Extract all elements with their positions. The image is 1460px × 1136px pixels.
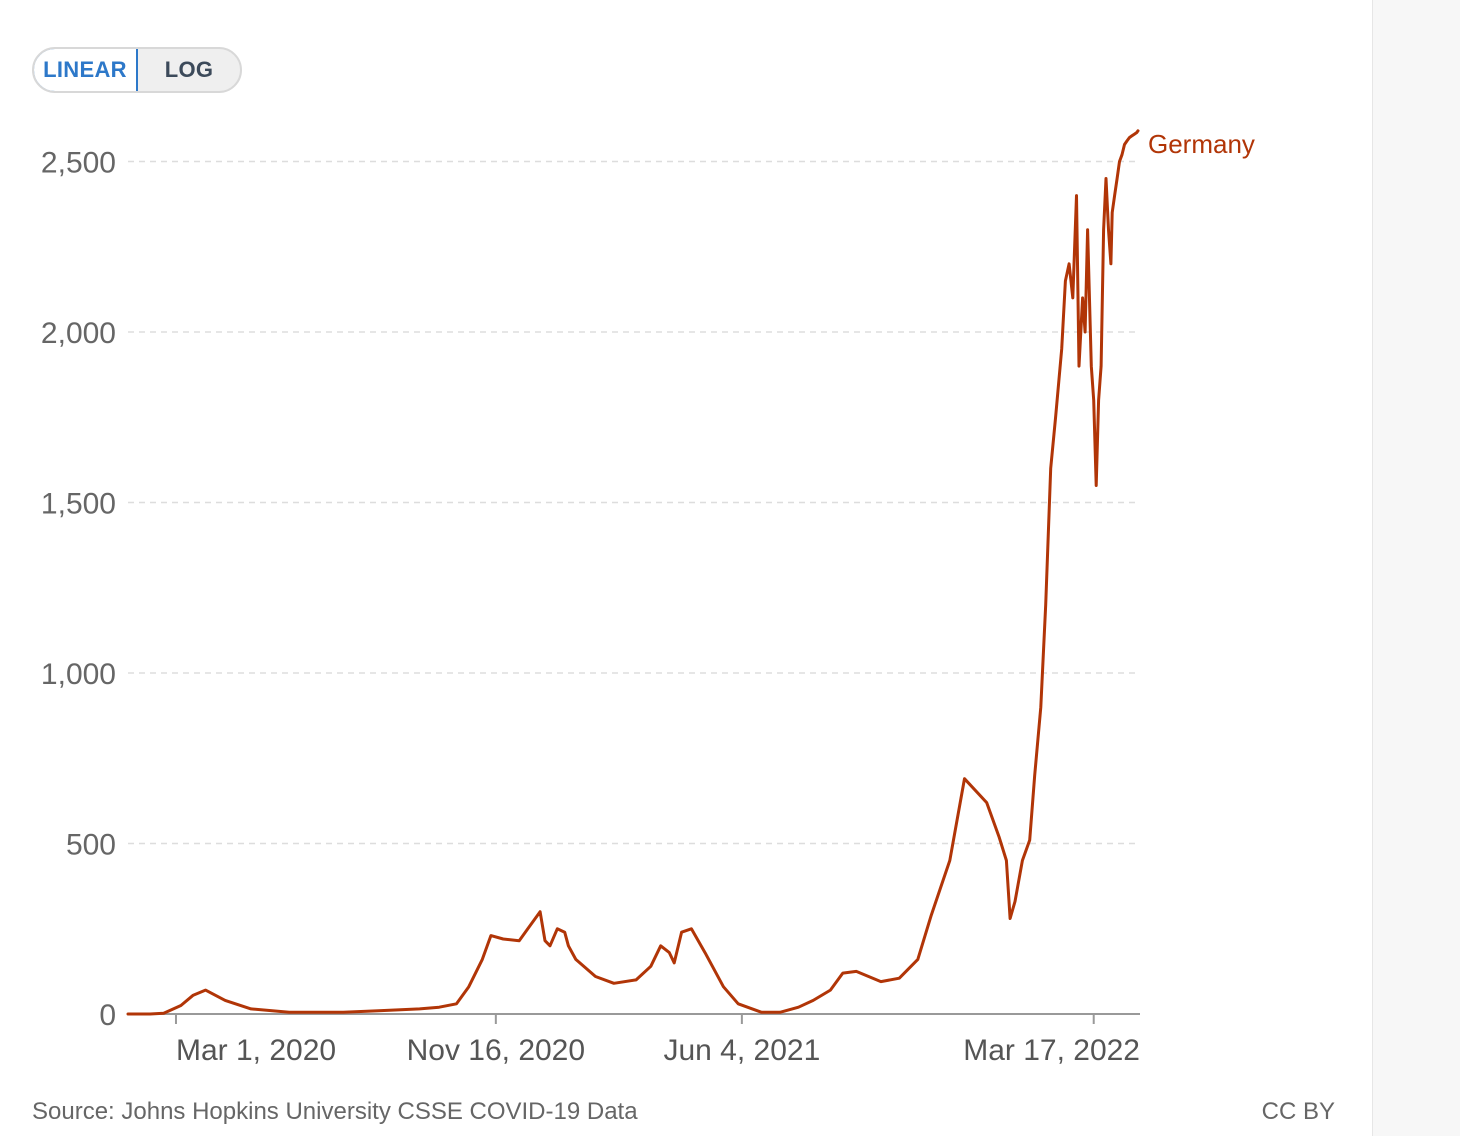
log-scale-button[interactable]: LOG — [164, 57, 214, 82]
y-tick-label: 500 — [66, 829, 116, 862]
series-line-germany — [126, 129, 1140, 1016]
line-chart: 0 500 1,000 1,500 2,000 2,500 Mar 1, 2020 Nov 1… — [41, 129, 1255, 1067]
x-tick-label: Jun 4, 2021 — [663, 1034, 820, 1067]
y-tick-label: 1,000 — [41, 658, 116, 691]
y-tick-label: 0 — [99, 999, 116, 1032]
x-tick-label: Mar 1, 2020 — [176, 1034, 336, 1067]
right-rail — [1372, 0, 1460, 1136]
x-tick-label: Mar 17, 2022 — [963, 1034, 1140, 1067]
source-note: Source: Johns Hopkins University CSSE CO… — [32, 1098, 638, 1125]
y-tick-label: 2,500 — [41, 147, 116, 180]
linear-scale-button[interactable]: LINEAR — [34, 49, 138, 91]
y-tick-label: 1,500 — [41, 488, 116, 521]
x-tick-label: Nov 16, 2020 — [407, 1034, 585, 1067]
series-label-germany: Germany — [1148, 129, 1255, 159]
license-link[interactable]: CC BY — [1261, 1098, 1335, 1125]
y-tick-label: 2,000 — [41, 317, 116, 350]
scale-toggle: LINEAR LOG — [32, 47, 242, 93]
